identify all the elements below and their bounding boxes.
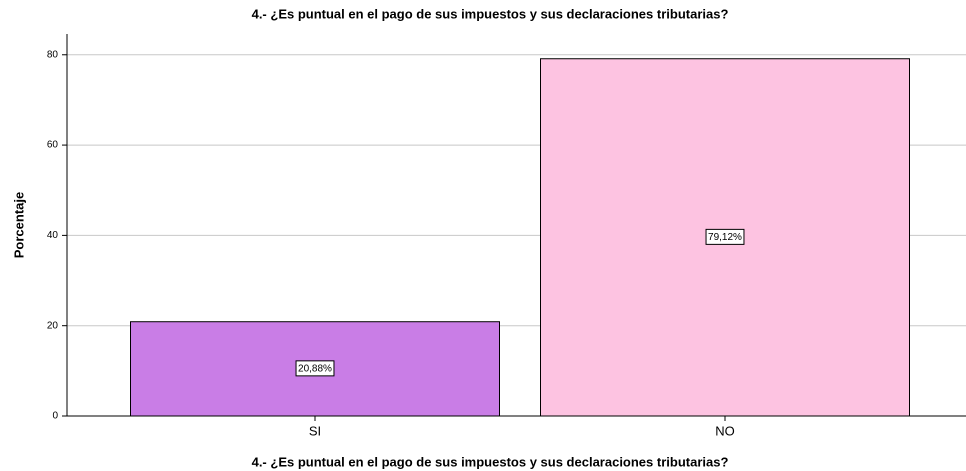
x-tick-label: SI (309, 423, 321, 438)
value-label: 20,88% (298, 364, 332, 375)
value-label: 79,12% (708, 232, 742, 243)
value-label-box (295, 360, 335, 377)
y-axis-label: Porcentaje (11, 192, 26, 258)
x-tick-label: NO (715, 423, 735, 438)
y-tick-label: 60 (47, 140, 59, 151)
y-tick-label: 20 (47, 320, 59, 331)
y-tick-label: 40 (47, 230, 59, 241)
chart-title: 4.- ¿Es puntual en el pago de sus impues… (252, 6, 729, 21)
x-axis-label: 4.- ¿Es puntual en el pago de sus impues… (252, 454, 729, 469)
value-label-box (705, 228, 745, 245)
y-tick-label: 0 (52, 411, 58, 422)
y-tick-label: 80 (47, 49, 59, 60)
